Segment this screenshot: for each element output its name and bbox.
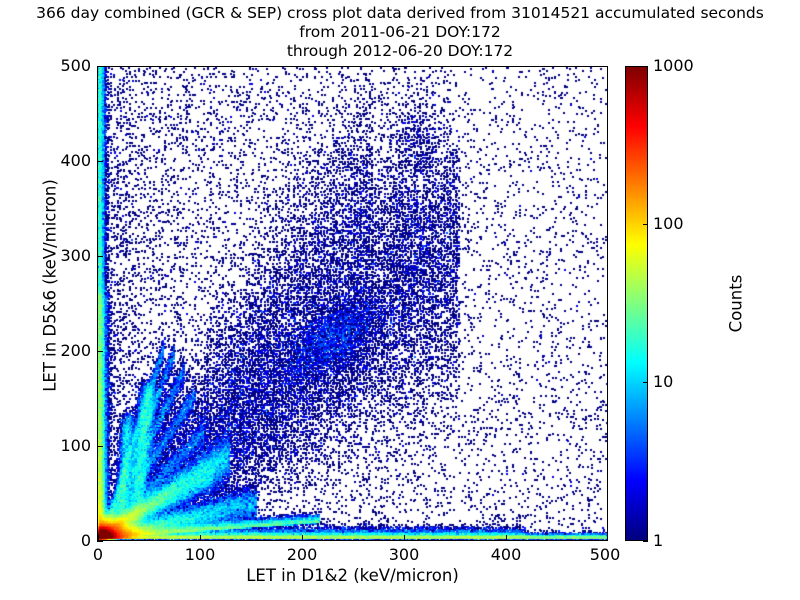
colorbar-tickmark-100	[643, 224, 648, 225]
x-tick-500: 500	[589, 545, 621, 564]
colorbar-gradient	[626, 67, 647, 540]
x-axis-label: LET in D1&2 (keV/micron)	[246, 566, 459, 585]
colorbar-tick-10: 10	[653, 372, 674, 391]
y-axis-tick-labels: 0 100 200 300 400 500	[33, 0, 91, 600]
y-tick-0: 0	[80, 531, 91, 550]
colorbar-tick-1: 1	[653, 531, 664, 550]
x-tickmark-500	[607, 535, 608, 541]
x-tick-100: 100	[184, 545, 216, 564]
y-tick-200: 200	[60, 341, 91, 360]
colorbar-tickmark-10	[643, 382, 648, 383]
x-tick-200: 200	[286, 545, 318, 564]
y-tick-500: 500	[60, 56, 91, 75]
x-tickmark-400	[506, 535, 507, 541]
x-tickmark-0	[98, 535, 99, 541]
colorbar-tickmark-1	[643, 541, 648, 542]
x-axis-tick-labels: 0 100 200 300 400 500	[0, 547, 800, 571]
y-tickmark-100	[97, 446, 103, 447]
x-tick-0: 0	[92, 545, 104, 564]
chart-title-line-2: from 2011-06-21 DOY:172	[299, 23, 501, 41]
colorbar-tick-100: 100	[653, 214, 684, 233]
chart-title-line-3: through 2012-06-20 DOY:172	[286, 42, 514, 60]
colorbar-tick-1000: 1000	[653, 56, 694, 75]
y-tickmark-0	[97, 541, 103, 542]
chart-title-line-1: 366 day combined (GCR & SEP) cross plot …	[36, 4, 764, 22]
y-tickmark-300	[97, 256, 103, 257]
y-tick-400: 400	[60, 151, 91, 170]
y-tick-100: 100	[60, 436, 91, 455]
colorbar-label: Counts	[726, 274, 746, 333]
x-tick-400: 400	[490, 545, 522, 564]
chart-title-block: 366 day combined (GCR & SEP) cross plot …	[0, 4, 800, 61]
density-scatter-canvas	[98, 67, 607, 540]
y-tick-300: 300	[60, 246, 91, 265]
y-tickmark-200	[97, 351, 103, 352]
y-tickmark-500	[97, 66, 103, 67]
x-tickmark-100	[200, 535, 201, 541]
colorbar-tickmark-1000	[643, 66, 648, 67]
plot-area	[97, 66, 608, 541]
x-tickmark-200	[302, 535, 303, 541]
colorbar	[625, 66, 648, 541]
x-tickmark-300	[404, 535, 405, 541]
x-tick-300: 300	[388, 545, 420, 564]
y-tickmark-400	[97, 161, 103, 162]
